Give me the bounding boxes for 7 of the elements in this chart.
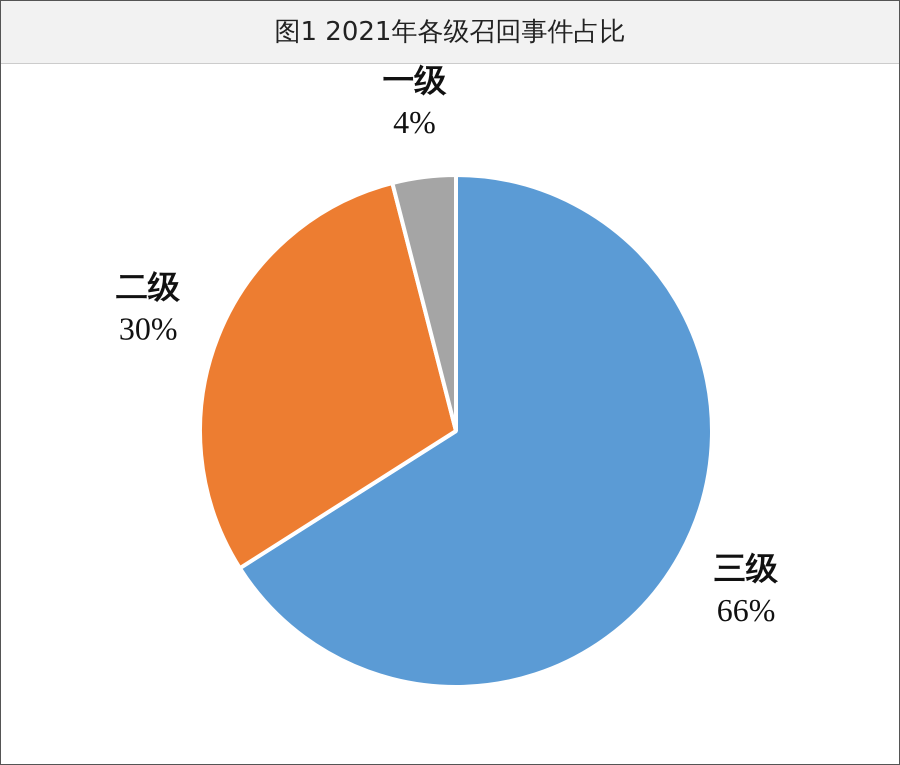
- slice-label: 三级: [714, 548, 780, 587]
- data-label: 66%: [716, 592, 776, 628]
- chart-title: 图1 2021年各级召回事件占比: [274, 17, 626, 47]
- data-label: 4%: [393, 104, 436, 140]
- slice-label: 二级: [116, 267, 182, 306]
- data-label: 30%: [118, 310, 178, 347]
- slice-label: 一级: [382, 60, 448, 99]
